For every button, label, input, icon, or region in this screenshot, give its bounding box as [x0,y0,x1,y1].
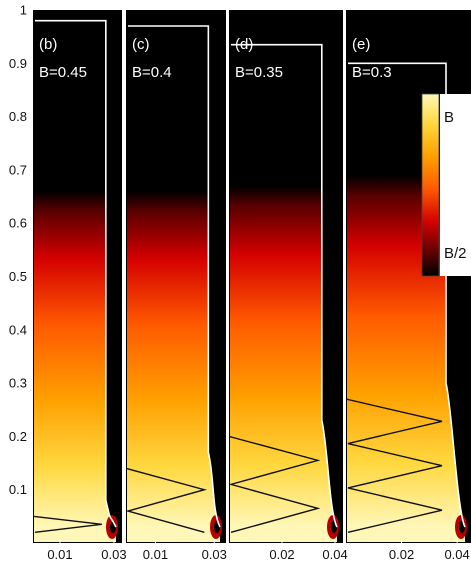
panels: (b) B=0.45 0.01 0.03 (c) B=0.4 0.01 0.03 (d) B=0.… [33,10,471,562]
y-tick-label: 0.4 [9,322,27,337]
panel-letter: (b) [39,36,57,53]
panel-frame [229,10,343,543]
panel-param-label: B=0.3 [352,64,392,81]
zigzag-contour [229,435,321,534]
colorbar-tick-label: B [444,109,454,126]
panel-1 [33,10,122,543]
panel-frame [33,10,122,543]
panel-letter: (c) [132,36,150,53]
y-tick-label: 1 [20,3,27,18]
y-tick-label: 0.2 [9,429,27,444]
x-tick-label: 0.03 [202,547,227,562]
panel-letter: (d) [235,36,253,53]
x-tick-label: 0.02 [389,547,414,562]
panel-param-label: B=0.45 [39,64,87,81]
y-tick-label: 0.9 [9,56,27,71]
x-tick-label: 0.03 [101,547,126,562]
panel-3 [229,10,343,543]
y-tick-label: 0.1 [9,482,27,497]
x-tick-label: 0.01 [47,547,72,562]
boundary-contour [231,43,338,528]
panel-2 [126,10,226,543]
x-tick-label: 0.04 [444,547,469,562]
zigzag-contour [126,467,207,534]
colorbar: B B/2 [421,93,471,277]
y-axis: 0.1 0.2 0.3 0.4 0.5 0.6 0.7 0.8 0.9 1 [9,3,37,497]
x-tick-label: 0.02 [269,547,294,562]
boundary-contour [35,19,117,528]
boundary-contour [128,25,221,528]
y-tick-label: 0.8 [9,109,27,124]
y-tick-label: 0.6 [9,216,27,231]
x-tick-label: 0.04 [322,547,347,562]
colorbar-tick-label: B/2 [444,245,467,262]
panel-param-label: B=0.35 [235,64,283,81]
panel-param-label: B=0.4 [132,64,172,81]
heat-field [229,44,337,543]
y-tick-label: 0.7 [9,162,27,177]
colorbar-bar [421,93,440,277]
y-tick-label: 0.3 [9,376,27,391]
zigzag-contour [346,398,443,534]
colorbar-label-bg [440,94,471,276]
panel-letter: (e) [352,36,370,53]
y-tick-label: 0.5 [9,269,27,284]
boundary-contour [348,62,466,528]
panel-4 [346,10,471,543]
heat-field [33,20,116,543]
x-tick-label: 0.01 [143,547,168,562]
panel-frame [126,10,226,543]
zigzag-contour [33,515,102,534]
heat-field [126,25,220,543]
